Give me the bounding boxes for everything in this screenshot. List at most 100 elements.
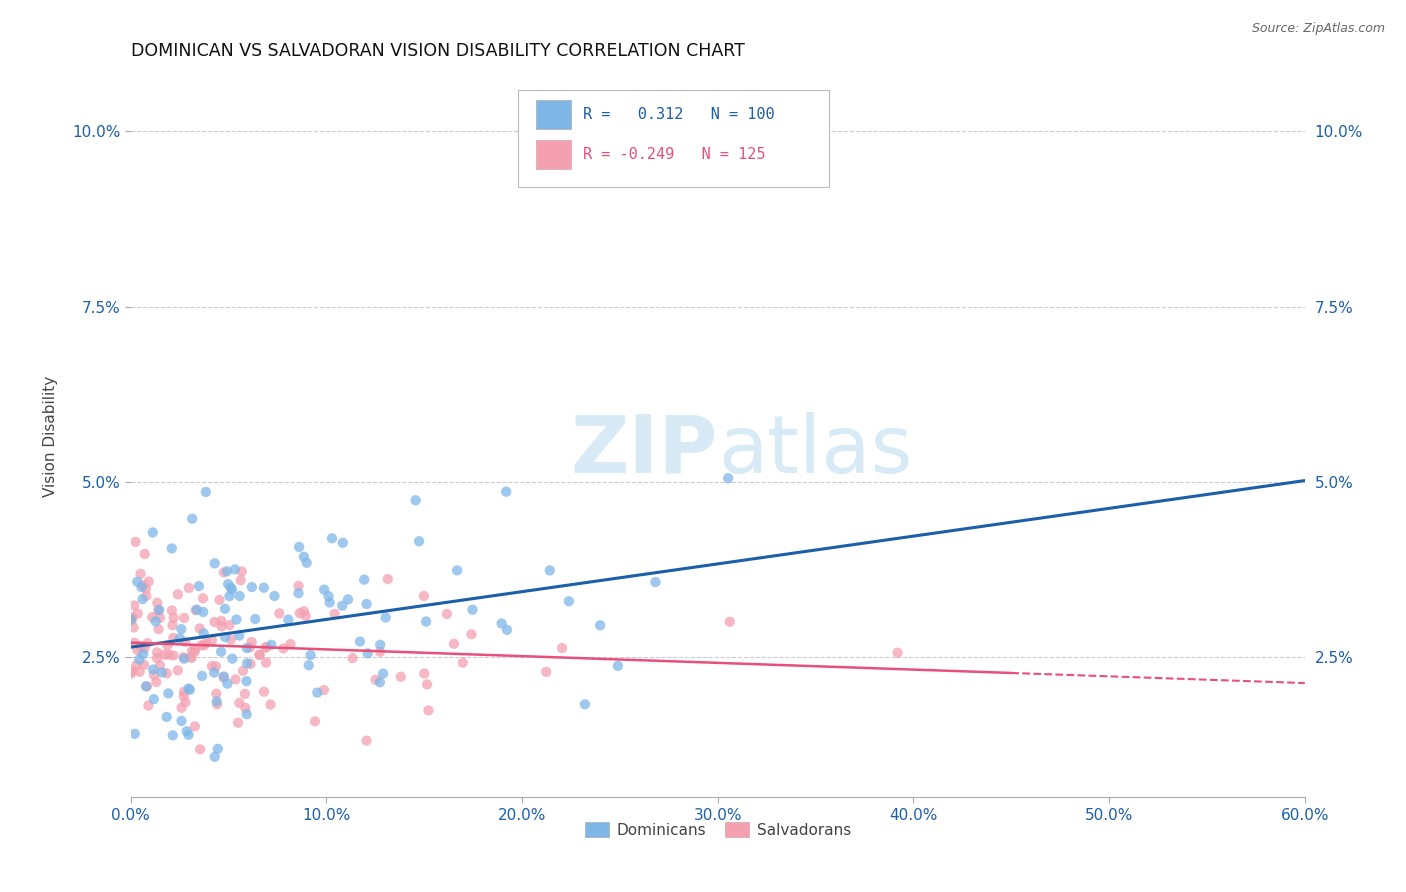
Point bbox=[364, 673, 387, 687]
Point bbox=[166, 664, 188, 678]
Point bbox=[368, 638, 391, 652]
Point bbox=[142, 663, 165, 677]
Point bbox=[173, 611, 195, 625]
Point bbox=[132, 657, 155, 672]
Point bbox=[184, 603, 207, 617]
Point bbox=[134, 641, 156, 656]
Point bbox=[236, 657, 259, 671]
Point bbox=[342, 651, 364, 665]
Point bbox=[589, 618, 612, 632]
Point bbox=[240, 580, 263, 594]
Point bbox=[127, 574, 149, 589]
Point bbox=[157, 648, 180, 662]
Point bbox=[239, 640, 262, 655]
Point bbox=[224, 562, 246, 576]
Point bbox=[606, 658, 628, 673]
Point bbox=[307, 685, 329, 699]
Point bbox=[205, 659, 228, 673]
Point bbox=[226, 715, 249, 730]
Point bbox=[193, 605, 215, 619]
Point bbox=[162, 728, 184, 742]
Point bbox=[318, 595, 340, 609]
Point bbox=[201, 659, 224, 673]
Point bbox=[389, 670, 412, 684]
Point bbox=[717, 471, 740, 485]
Point bbox=[295, 556, 318, 570]
Point bbox=[330, 599, 353, 613]
Point bbox=[558, 594, 581, 608]
Point bbox=[176, 724, 198, 739]
Point bbox=[184, 642, 207, 657]
Point bbox=[129, 639, 152, 653]
Point bbox=[127, 607, 149, 621]
Point bbox=[298, 658, 321, 673]
Point bbox=[205, 687, 228, 701]
Point bbox=[177, 728, 200, 742]
Point bbox=[146, 645, 169, 659]
Point bbox=[233, 701, 256, 715]
Point bbox=[318, 589, 340, 603]
Point bbox=[125, 658, 148, 673]
Point bbox=[142, 525, 165, 540]
Point bbox=[204, 749, 226, 764]
Point bbox=[132, 647, 155, 661]
Point bbox=[121, 664, 143, 678]
Point bbox=[260, 638, 283, 652]
Text: ZIP: ZIP bbox=[571, 412, 718, 490]
Legend: Dominicans, Salvadorans: Dominicans, Salvadorans bbox=[578, 816, 858, 844]
Point bbox=[299, 648, 322, 662]
Point bbox=[204, 615, 226, 629]
Point bbox=[173, 651, 195, 665]
Point bbox=[173, 684, 195, 698]
Point bbox=[534, 665, 557, 679]
Y-axis label: Vision Disability: Vision Disability bbox=[44, 376, 58, 497]
Point bbox=[292, 549, 315, 564]
Point bbox=[149, 658, 172, 673]
Point bbox=[214, 601, 236, 615]
Point bbox=[124, 534, 146, 549]
Text: atlas: atlas bbox=[718, 412, 912, 490]
Point bbox=[349, 634, 371, 648]
Point bbox=[129, 566, 152, 581]
Point bbox=[233, 687, 256, 701]
Point bbox=[312, 683, 335, 698]
FancyBboxPatch shape bbox=[519, 90, 830, 187]
Point bbox=[886, 646, 908, 660]
Point bbox=[148, 603, 170, 617]
Point bbox=[136, 636, 159, 650]
Point bbox=[169, 632, 191, 646]
Point bbox=[124, 636, 146, 650]
Point bbox=[574, 698, 596, 712]
Point bbox=[288, 606, 311, 620]
Point bbox=[218, 618, 240, 632]
Point bbox=[120, 613, 142, 627]
Point bbox=[292, 604, 315, 618]
Point bbox=[413, 666, 436, 681]
Point bbox=[254, 640, 277, 655]
Point bbox=[193, 638, 215, 652]
Point bbox=[337, 592, 360, 607]
Point bbox=[160, 603, 183, 617]
Point bbox=[177, 581, 200, 595]
Point bbox=[201, 633, 224, 648]
Point bbox=[194, 485, 217, 500]
Point bbox=[323, 607, 346, 621]
Point bbox=[207, 742, 229, 756]
Point bbox=[162, 631, 184, 645]
Point bbox=[551, 641, 574, 656]
Point bbox=[277, 613, 299, 627]
Point bbox=[145, 615, 167, 629]
Point bbox=[191, 669, 214, 683]
Point bbox=[148, 622, 170, 636]
Point bbox=[131, 592, 153, 607]
Text: R =   0.312   N = 100: R = 0.312 N = 100 bbox=[582, 107, 775, 122]
Point bbox=[321, 531, 343, 545]
Point bbox=[146, 651, 169, 665]
Point bbox=[148, 603, 170, 617]
Point bbox=[240, 635, 263, 649]
Point bbox=[332, 535, 354, 549]
Point bbox=[235, 674, 257, 689]
Point bbox=[371, 666, 394, 681]
Point bbox=[193, 626, 215, 640]
Point bbox=[436, 607, 458, 621]
